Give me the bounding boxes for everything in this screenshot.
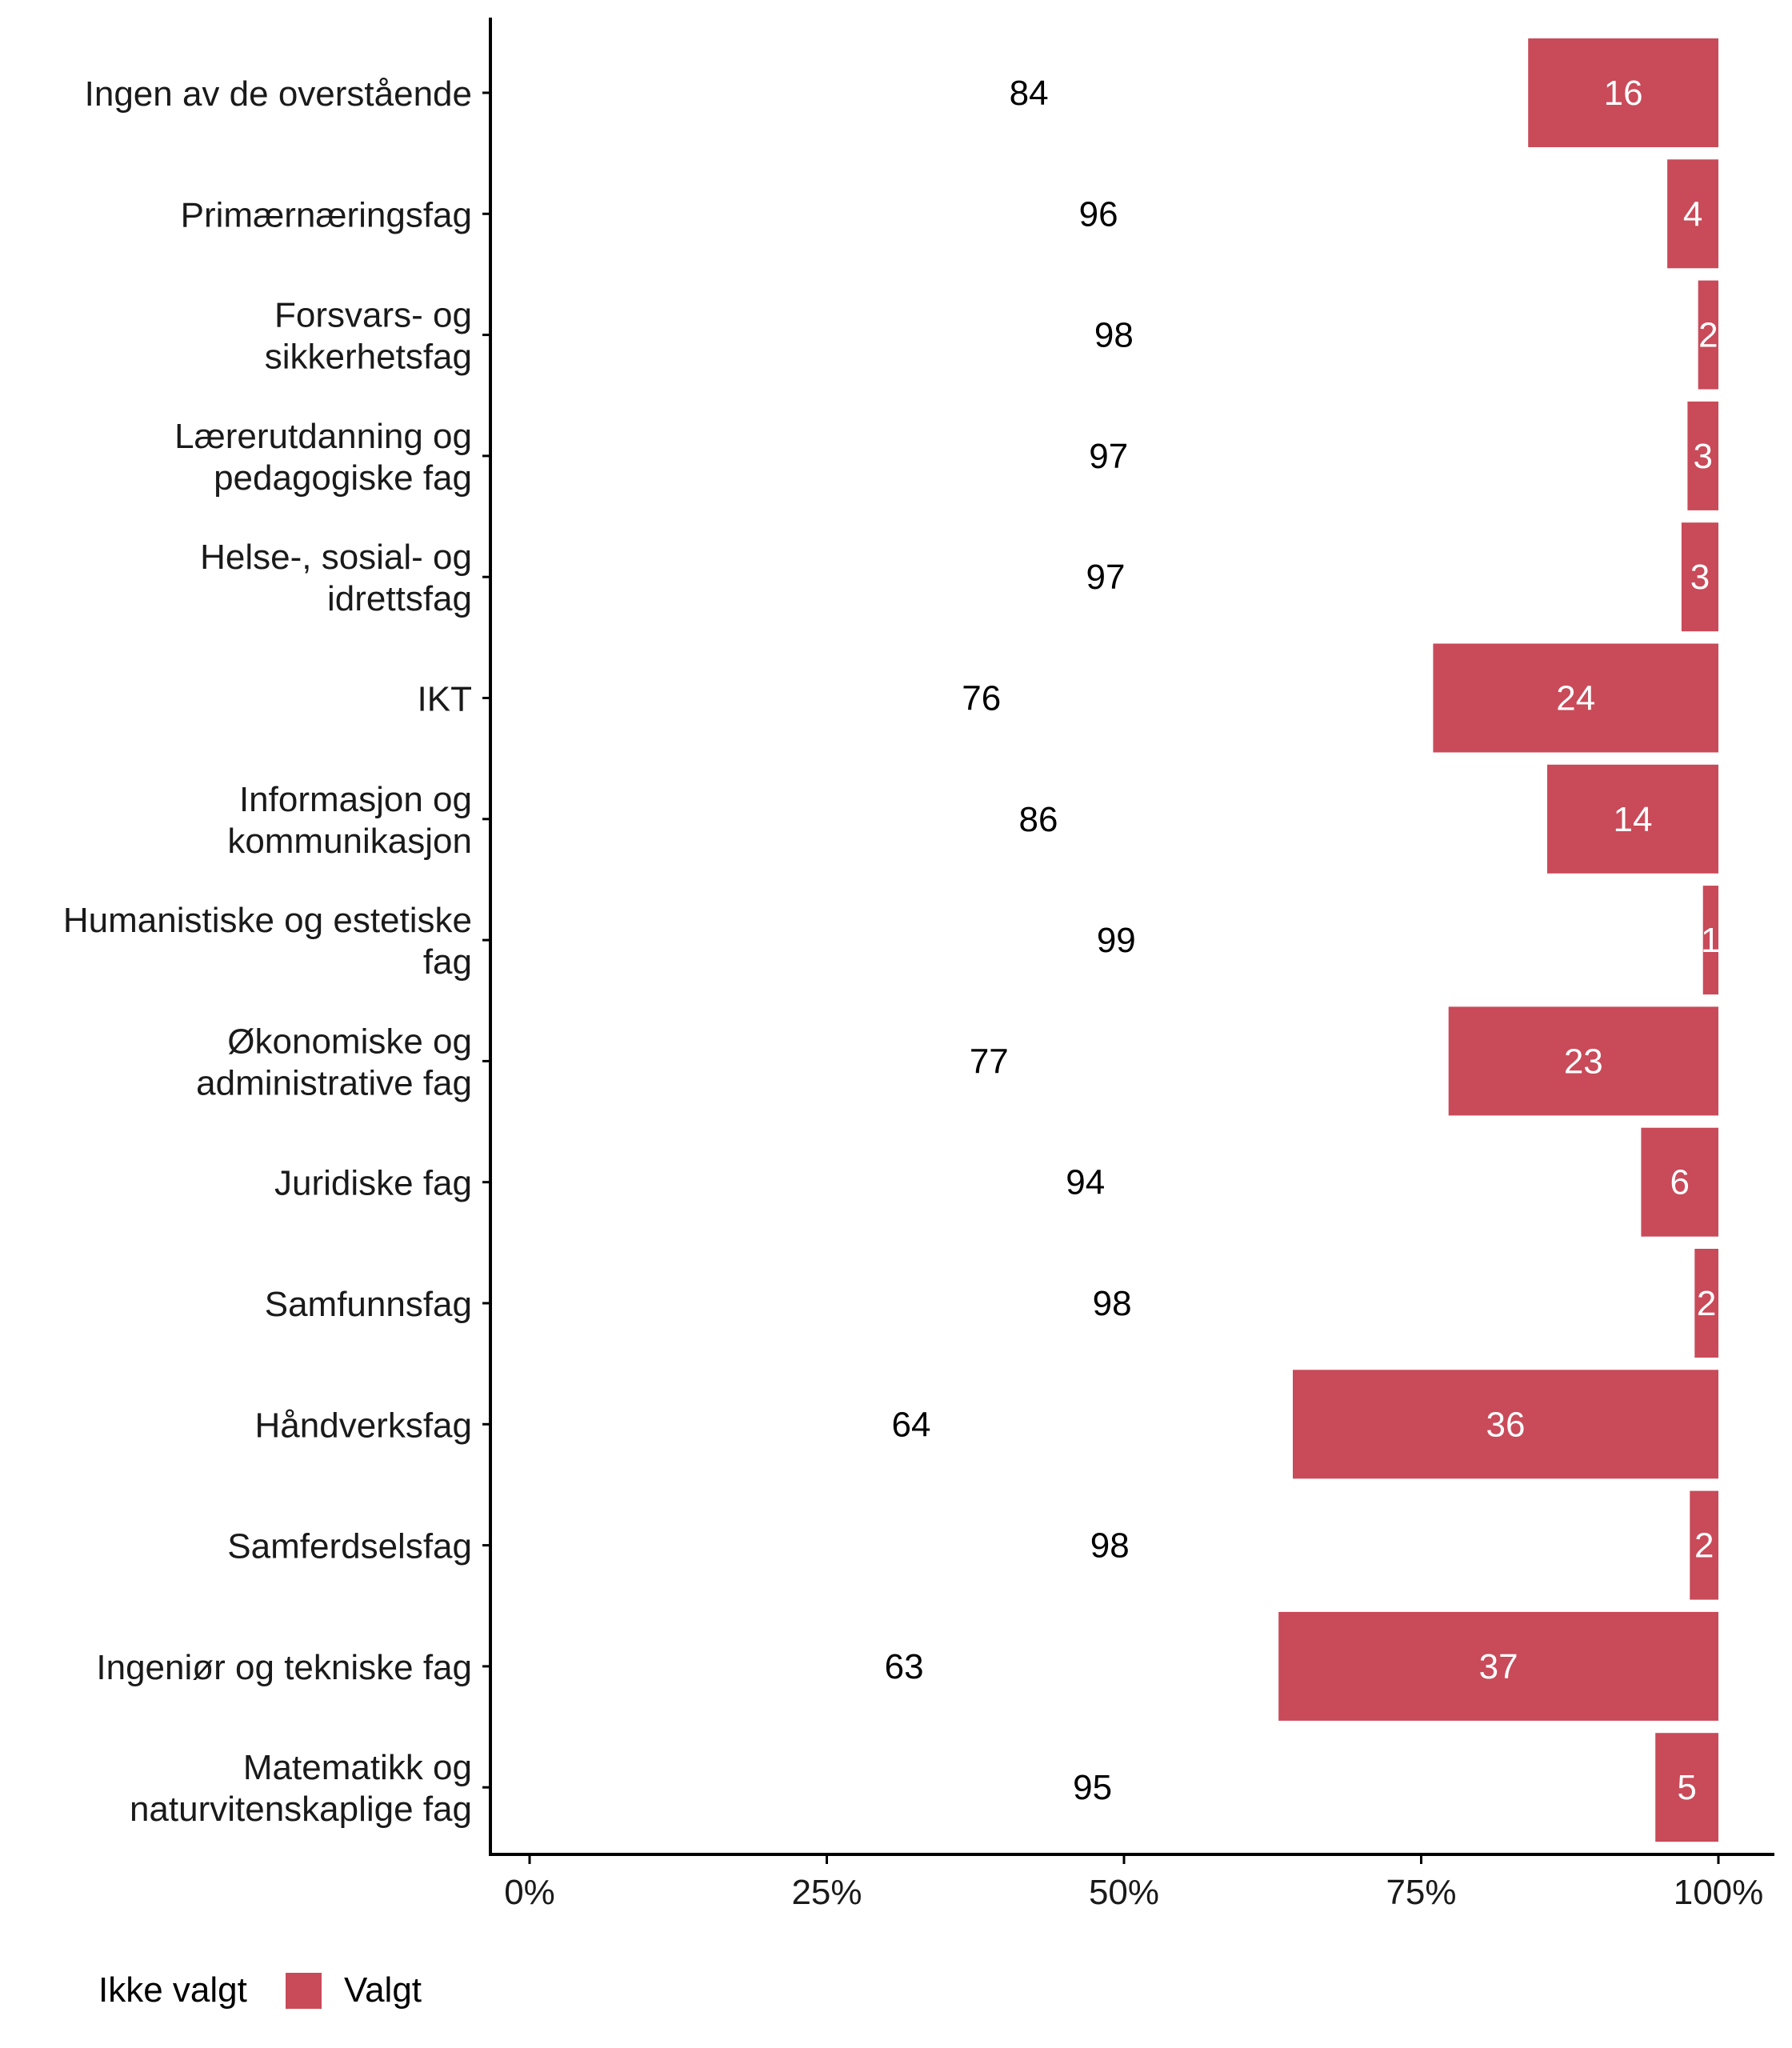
value-label-valgt: 36 — [1486, 1405, 1526, 1444]
legend: Ikke valgt Valgt — [98, 1970, 422, 2010]
value-label-ikke-valgt: 96 — [1079, 194, 1118, 234]
legend-label-ikke-valgt: Ikke valgt — [98, 1970, 247, 2010]
bar-valgt — [1694, 1249, 1718, 1358]
bar-valgt — [1702, 886, 1718, 995]
y-tick-label: Humanistiske og estetiske fag — [63, 901, 472, 982]
y-tick-label: IKT — [418, 680, 472, 719]
y-axis: Ingen av de overstående Primærnæringsfag F… — [63, 18, 492, 1854]
y-tick-label-line: fag — [423, 942, 472, 982]
y-tick-label: Forsvars- og sikkerhetsfag — [265, 296, 472, 377]
bar-valgt — [1641, 1127, 1718, 1237]
value-label-valgt: 3 — [1690, 558, 1710, 597]
y-tick-label-line: Matematikk og — [243, 1748, 472, 1787]
x-tick-label: 0% — [504, 1873, 555, 1912]
value-label-ikke-valgt: 97 — [1086, 558, 1126, 597]
value-label-ikke-valgt: 98 — [1093, 1284, 1132, 1323]
bar-valgt — [1278, 1611, 1718, 1721]
value-label-ikke-valgt: 77 — [970, 1042, 1009, 1081]
value-label-valgt: 37 — [1479, 1647, 1518, 1686]
bar-valgt — [1687, 401, 1718, 510]
x-tick-label: 100% — [1674, 1873, 1764, 1912]
y-tick-label: Ingeniør og tekniske fag — [96, 1648, 472, 1687]
x-tick-label: 50% — [1089, 1873, 1159, 1912]
y-tick-label-line: Informasjon og — [239, 780, 472, 819]
value-label-ikke-valgt: 95 — [1073, 1768, 1112, 1807]
bar-valgt — [1433, 643, 1718, 753]
bar-valgt — [1667, 159, 1718, 269]
value-label-ikke-valgt: 64 — [892, 1405, 931, 1444]
bar-valgt — [1528, 38, 1718, 147]
y-tick-label: Samfunnsfag — [265, 1285, 472, 1324]
y-tick-label: Primærnæringsfag — [181, 195, 472, 234]
value-label-valgt: 14 — [1614, 800, 1653, 839]
value-label-valgt: 2 — [1697, 1284, 1716, 1323]
value-label-valgt: 6 — [1670, 1163, 1689, 1202]
bar-valgt — [1690, 1490, 1718, 1600]
y-tick-label-line: sikkerhetsfag — [265, 338, 472, 377]
y-tick-label-line: Samferdselsfag — [227, 1527, 472, 1566]
y-tick-label: Helse-, sosial- og idrettsfag — [200, 538, 472, 618]
value-label-valgt: 2 — [1698, 316, 1718, 355]
y-tick-label-line: Primærnæringsfag — [181, 195, 472, 234]
bar-valgt — [1293, 1370, 1718, 1479]
y-tick-label-line: Helse-, sosial- og — [200, 538, 472, 577]
y-tick-label-line: Lærerutdanning og — [174, 417, 472, 456]
x-tick-label: 75% — [1386, 1873, 1456, 1912]
bar-valgt — [1547, 764, 1718, 874]
y-tick-label-line: Ingen av de overstående — [85, 74, 472, 114]
value-label-valgt: 2 — [1694, 1526, 1714, 1566]
legend-label-valgt: Valgt — [344, 1970, 422, 2010]
y-tick-label: Informasjon og kommunikasjon — [227, 780, 472, 861]
y-tick-label-line: kommunikasjon — [227, 822, 472, 861]
y-tick-label-line: administrative fag — [196, 1063, 472, 1102]
y-tick-label: Matematikk og naturvitenskaplige fag — [130, 1748, 472, 1829]
y-tick-label-line: Humanistiske og estetiske — [63, 901, 472, 940]
y-tick-label-line: pedagogiske fag — [214, 458, 472, 498]
y-tick-label: Lærerutdanning og pedagogiske fag — [174, 417, 472, 498]
value-label-ikke-valgt: 63 — [885, 1647, 924, 1686]
value-label-valgt: 5 — [1677, 1768, 1696, 1807]
value-label-valgt: 4 — [1683, 194, 1702, 234]
y-tick-label-line: Håndverksfag — [255, 1406, 472, 1445]
value-label-ikke-valgt: 99 — [1097, 921, 1136, 960]
bar-valgt — [1655, 1733, 1718, 1842]
bar-valgt — [1448, 1006, 1718, 1116]
y-tick-label-line: IKT — [418, 680, 472, 719]
x-tick-label: 25% — [791, 1873, 862, 1912]
value-label-ikke-valgt: 98 — [1094, 316, 1134, 355]
y-tick-label-line: idrettsfag — [327, 579, 472, 618]
value-label-ikke-valgt: 97 — [1089, 437, 1128, 476]
y-tick-label-line: Forsvars- og — [274, 296, 472, 335]
bar-valgt — [1698, 280, 1718, 390]
y-tick-label-line: Samfunnsfag — [265, 1285, 472, 1324]
y-tick-label-line: naturvitenskaplige fag — [130, 1790, 472, 1829]
value-label-valgt: 24 — [1556, 679, 1595, 718]
y-tick-label: Samferdselsfag — [227, 1527, 472, 1566]
value-label-ikke-valgt: 86 — [1019, 800, 1058, 839]
y-tick-label-line: Juridiske fag — [274, 1164, 472, 1203]
value-labels-layer: 84 16 96 4 98 2 97 3 97 3 76 24 86 14 99 1 77 23 94 6 98 2 64 3… — [885, 74, 1720, 1807]
value-label-valgt: 23 — [1564, 1042, 1603, 1081]
y-tick-label-line: Økonomiske og — [227, 1022, 472, 1061]
value-label-ikke-valgt: 94 — [1066, 1163, 1105, 1202]
value-label-valgt: 3 — [1693, 437, 1712, 476]
y-tick-label: Ingen av de overstående — [85, 74, 472, 114]
y-tick-label: Håndverksfag — [255, 1406, 472, 1445]
value-label-ikke-valgt: 98 — [1090, 1526, 1130, 1566]
value-label-valgt: 1 — [1701, 921, 1720, 960]
value-label-ikke-valgt: 76 — [962, 679, 1001, 718]
legend-swatch-valgt — [286, 1973, 322, 2009]
bar-valgt — [1681, 522, 1718, 632]
x-axis: 0% 25% 50% 75% 100% — [489, 1853, 1774, 1912]
bars-layer — [1278, 38, 1718, 1842]
value-label-ikke-valgt: 84 — [1010, 74, 1049, 113]
value-label-valgt: 16 — [1604, 74, 1643, 113]
y-tick-label-line: Ingeniør og tekniske fag — [96, 1648, 472, 1687]
y-tick-label: Juridiske fag — [274, 1164, 472, 1203]
y-tick-label: Økonomiske og administrative fag — [196, 1022, 472, 1102]
